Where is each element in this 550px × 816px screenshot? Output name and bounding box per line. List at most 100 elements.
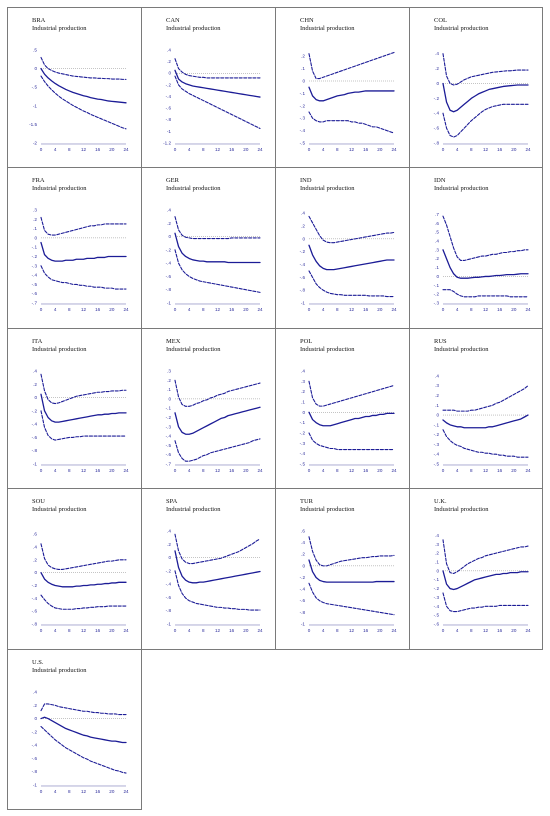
y-tick-label: .2: [435, 66, 439, 71]
y-tick-label: -.6: [32, 292, 38, 297]
panel-subtitle: Industrial production: [32, 667, 87, 674]
confidence-band-line: [174, 570, 261, 611]
x-tick-label: 20: [109, 147, 115, 152]
y-tick-label: .1: [33, 226, 37, 231]
impulse-response-line: [174, 69, 261, 98]
y-tick-label: -.5: [32, 85, 38, 90]
y-tick-label: -.1: [300, 420, 306, 425]
x-tick-label: 8: [336, 628, 339, 633]
x-tick-label: 8: [202, 628, 205, 633]
x-tick-label: 20: [243, 628, 249, 633]
y-tick-label: -.8: [166, 117, 172, 122]
y-tick-label: .1: [301, 66, 305, 71]
y-tick-label: .4: [167, 529, 171, 534]
panel-country-title: U.K.: [434, 498, 447, 505]
x-tick-label: 24: [391, 307, 397, 312]
x-tick-label: 0: [174, 628, 177, 633]
y-tick-label: -.8: [166, 608, 172, 613]
y-tick-label: -.4: [166, 261, 172, 266]
confidence-band-line: [308, 51, 395, 80]
confidence-band-line: [40, 217, 127, 237]
x-tick-label: 12: [349, 307, 355, 312]
x-tick-label: 16: [229, 468, 235, 473]
y-tick-label: -.2: [300, 430, 306, 435]
confidence-band-line: [308, 582, 395, 616]
irf-panel: ITA Industrial production .4 .2 0 -.2 -.4 -.6 -.…: [7, 327, 142, 490]
y-tick-label: .4: [167, 208, 171, 213]
x-tick-label: 20: [109, 468, 115, 473]
y-tick-label: -.6: [434, 622, 440, 627]
y-tick-label: .2: [167, 378, 171, 383]
y-tick-label: -.3: [32, 264, 38, 269]
x-tick-label: 16: [229, 307, 235, 312]
panel-subtitle: Industrial production: [166, 506, 221, 513]
x-tick-label: 8: [470, 468, 473, 473]
x-tick-label: 16: [95, 628, 101, 633]
y-tick-label: -.3: [166, 424, 172, 429]
y-tick-label: 0: [34, 570, 37, 575]
x-tick-label: 8: [470, 147, 473, 152]
x-tick-label: 4: [54, 468, 57, 473]
y-tick-label: -.6: [32, 435, 38, 440]
panel-subtitle: Industrial production: [300, 25, 355, 32]
x-tick-label: 0: [442, 147, 445, 152]
y-tick-label: -.4: [300, 451, 306, 456]
panel-subtitle: Industrial production: [300, 506, 355, 513]
y-tick-label: -.6: [166, 452, 172, 457]
y-tick-label: 0: [302, 564, 305, 569]
y-tick-label: -1: [167, 301, 172, 306]
irf-chart: U.S.Industrial production .4 .2 0 -.2 -.4 -.6 -…: [32, 659, 129, 794]
x-tick-label: 0: [308, 468, 311, 473]
x-tick-label: 4: [188, 628, 191, 633]
irf-panel: POL Industrial production .4 .3 .2 .1 0 -.1 -.2 -…: [275, 327, 410, 490]
y-tick-label: .3: [435, 248, 439, 253]
y-tick-label: -.2: [434, 432, 440, 437]
x-tick-label: 20: [109, 628, 115, 633]
x-tick-label: 20: [511, 147, 517, 152]
x-tick-label: 8: [470, 628, 473, 633]
y-tick-label: 0: [436, 569, 439, 574]
panel-subtitle: Industrial production: [32, 185, 87, 192]
x-tick-label: 16: [95, 468, 101, 473]
x-tick-label: 4: [322, 147, 325, 152]
y-tick-label: 0: [168, 555, 171, 560]
x-tick-label: 20: [377, 628, 383, 633]
y-tick-label: .5: [435, 230, 439, 235]
y-tick-label: .5: [33, 47, 37, 52]
confidence-band-line: [40, 594, 127, 610]
x-tick-label: 0: [174, 147, 177, 152]
impulse-response-line: [308, 86, 395, 102]
panel-country-title: ITA: [32, 338, 43, 345]
y-tick-label: .1: [435, 403, 439, 408]
confidence-band-line: [308, 380, 395, 407]
y-tick-label: -.8: [434, 140, 440, 145]
x-tick-label: 16: [95, 789, 101, 794]
y-tick-label: -.3: [434, 301, 440, 306]
irf-panel: RUS Industrial production .4 .3 .2 .1 0 -.1 -.2 -…: [409, 327, 543, 490]
y-tick-label: 0: [168, 234, 171, 239]
x-tick-label: 0: [174, 468, 177, 473]
panel-subtitle: Industrial production: [300, 346, 355, 353]
y-tick-label: .4: [435, 239, 439, 244]
y-tick-label: .7: [435, 212, 439, 217]
x-tick-label: 24: [391, 628, 397, 633]
x-tick-label: 0: [308, 628, 311, 633]
panel-country-title: U.S.: [32, 659, 44, 666]
y-tick-label: .4: [33, 368, 37, 373]
x-tick-label: 0: [40, 628, 43, 633]
impulse-response-line: [308, 411, 395, 427]
y-tick-label: -.2: [434, 292, 440, 297]
y-tick-label: -.8: [32, 448, 38, 453]
y-tick-label: .4: [301, 368, 305, 373]
y-tick-label: -.4: [300, 262, 306, 267]
impulse-response-line: [174, 406, 261, 435]
x-tick-label: 20: [243, 468, 249, 473]
irf-panel: CAN Industrial production .4 .2 0 -.2 -.4 -.6 -.…: [141, 7, 276, 169]
impulse-response-line: [40, 67, 127, 104]
confidence-band-line: [174, 58, 261, 79]
y-tick-label: 0: [34, 66, 37, 71]
